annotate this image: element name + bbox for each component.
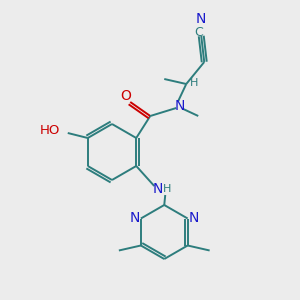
Text: HO: HO [39, 124, 60, 137]
Text: H: H [163, 184, 171, 194]
Text: H: H [190, 78, 198, 88]
Text: N: N [175, 99, 185, 113]
Text: C: C [194, 26, 203, 40]
Text: N: N [153, 182, 164, 196]
Text: N: N [196, 12, 206, 26]
Text: N: N [130, 211, 140, 224]
Text: N: N [188, 211, 199, 224]
Text: O: O [120, 89, 131, 103]
